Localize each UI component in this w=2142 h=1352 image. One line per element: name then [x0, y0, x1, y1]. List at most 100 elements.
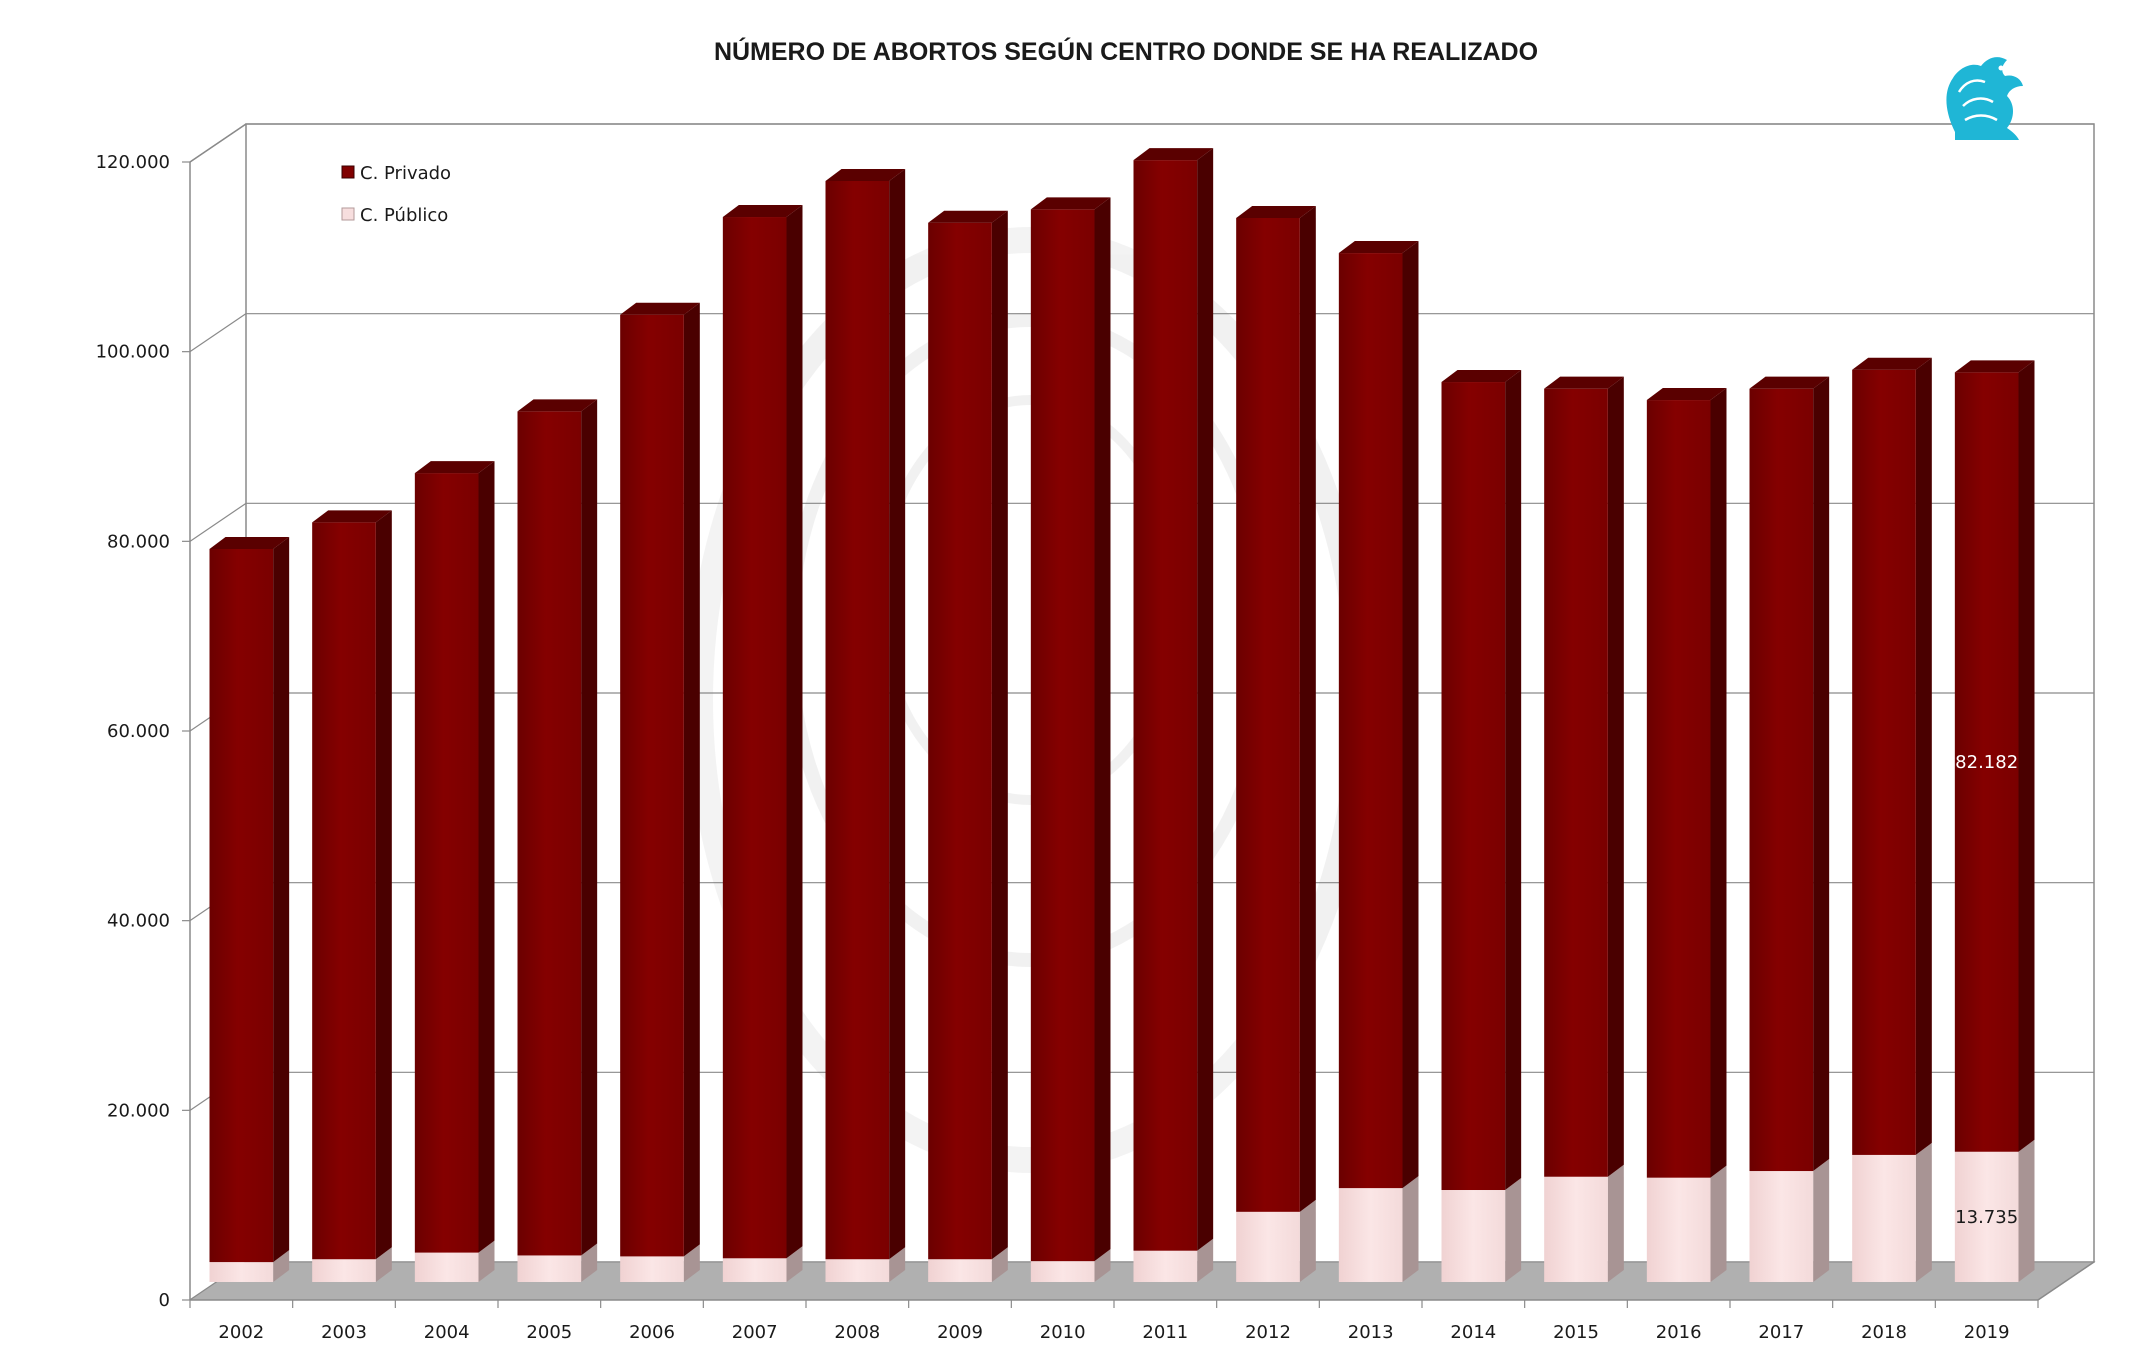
- bar-side-publico: [478, 1240, 495, 1282]
- bar-side-publico: [1813, 1159, 1830, 1282]
- bar-publico: [1236, 1211, 1300, 1282]
- x-tick-label: 2014: [1450, 1322, 1496, 1343]
- bar-side-publico: [1505, 1178, 1522, 1282]
- bar-side-publico: [1197, 1238, 1214, 1282]
- gridline-side: [189, 313, 247, 353]
- x-tick-label: 2017: [1758, 1322, 1804, 1343]
- bar-top-privado: [1646, 388, 1727, 401]
- bar-top-privado: [517, 399, 598, 412]
- bar-privado: [1544, 388, 1608, 1177]
- x-tick-label: 2013: [1348, 1322, 1394, 1343]
- bar-side-privado: [273, 536, 290, 1263]
- bar-side-publico: [581, 1243, 598, 1282]
- bar-side-privado: [889, 168, 906, 1260]
- bar-top-privado: [1236, 205, 1316, 218]
- bar-privado: [722, 217, 787, 1259]
- bar-publico: [1030, 1261, 1095, 1282]
- bar-side-publico: [375, 1247, 392, 1282]
- bar-publico: [1441, 1190, 1506, 1282]
- bar-side-privado: [1505, 370, 1522, 1191]
- bar-side-privado: [375, 510, 392, 1260]
- bar-publico: [1338, 1188, 1403, 1282]
- bar-privado: [1441, 382, 1506, 1191]
- chart-title: NÚMERO DE ABORTOS SEGÚN CENTRO DONDE SE …: [714, 36, 1538, 66]
- bar-side-privado: [2018, 360, 2035, 1152]
- bar-privado: [1646, 400, 1711, 1178]
- bar-top-privado: [1441, 370, 1522, 383]
- bar-publico: [312, 1259, 376, 1282]
- bar-publico: [620, 1256, 684, 1282]
- data-label-publico: 13.735: [1955, 1207, 2018, 1228]
- bar-side-publico: [991, 1247, 1008, 1282]
- bar-privado: [1133, 160, 1198, 1251]
- y-tick-label: 120.000: [96, 152, 170, 173]
- bar-publico: [414, 1252, 479, 1282]
- bar-top-privado: [209, 536, 290, 549]
- y-axis-ticks: 0 20.000 40.000 60.000 80.000 100.000 120.000: [96, 152, 190, 1311]
- y-tick-label: 40.000: [107, 911, 170, 932]
- bar-publico: [928, 1259, 992, 1282]
- bar-side-publico: [786, 1246, 803, 1282]
- x-tick-label: 2016: [1656, 1322, 1702, 1343]
- bar-publico: [1954, 1151, 2019, 1282]
- x-tick-label: 2008: [834, 1322, 880, 1343]
- floor-right-edge: [2037, 1261, 2095, 1301]
- gridline-side: [189, 123, 247, 163]
- bar-top-privado: [1852, 357, 1932, 370]
- bar-side-privado: [1813, 376, 1830, 1172]
- bar-publico: [722, 1258, 787, 1282]
- bar-publico: [517, 1255, 582, 1282]
- bar-publico: [1646, 1177, 1711, 1282]
- legend: C. Privado C. Público: [341, 163, 451, 226]
- bar-side-privado: [1607, 376, 1624, 1177]
- x-tick-label: 2018: [1861, 1322, 1907, 1343]
- bar-privado: [312, 522, 376, 1260]
- x-tick-label: 2006: [629, 1322, 675, 1343]
- bar-privado: [517, 411, 582, 1256]
- bar-top-privado: [620, 302, 700, 315]
- x-tick-label: 2003: [321, 1322, 367, 1343]
- bar-side-publico: [273, 1250, 290, 1282]
- bar-top-privado: [1133, 148, 1214, 161]
- x-tick-label: 2009: [937, 1322, 983, 1343]
- bar-side-privado: [1915, 357, 1932, 1155]
- y-tick-label: 60.000: [107, 721, 170, 742]
- y-tick-label: 20.000: [107, 1100, 170, 1121]
- bar-privado: [209, 548, 274, 1263]
- data-label-privado: 82.182: [1955, 752, 2018, 773]
- bar-privado: [1338, 253, 1403, 1189]
- bar-side-publico: [1607, 1164, 1624, 1282]
- bar-side-privado: [991, 210, 1008, 1260]
- bar-privado: [414, 473, 479, 1253]
- legend-item-privado: C. Privado: [341, 163, 451, 184]
- griffin-logo: [1946, 57, 2023, 140]
- bar-privado: [1030, 209, 1095, 1262]
- bar-side-privado: [786, 205, 803, 1259]
- bar-side-publico: [1094, 1249, 1111, 1282]
- bar-top-privado: [1954, 360, 2035, 373]
- x-axis-ticks: 2002 2003 2004 2005 2006 2007 2008 2009 2010 2011…: [189, 1300, 2039, 1343]
- x-tick-label: 2007: [732, 1322, 778, 1343]
- bar-top-privado: [928, 210, 1008, 223]
- bar-side-publico: [2018, 1139, 2035, 1282]
- gridline-side: [189, 502, 247, 542]
- bar-top-privado: [825, 168, 906, 181]
- x-tick-label: 2015: [1553, 1322, 1599, 1343]
- bar-side-privado: [1299, 205, 1316, 1212]
- x-tick-label: 2019: [1964, 1322, 2010, 1343]
- bar-side-publico: [1710, 1165, 1727, 1282]
- bar-side-publico: [1915, 1142, 1932, 1282]
- bar-privado: [1749, 388, 1814, 1172]
- bars: 82.182 13.735: [209, 148, 2035, 1282]
- legend-item-publico: C. Público: [341, 205, 448, 226]
- legend-label-privado: C. Privado: [360, 163, 451, 184]
- bar-top-privado: [722, 205, 803, 218]
- bar-publico: [1749, 1171, 1814, 1282]
- x-tick-label: 2005: [526, 1322, 572, 1343]
- x-tick-label: 2011: [1142, 1322, 1188, 1343]
- bar-side-privado: [1402, 241, 1419, 1189]
- bar-publico: [825, 1259, 890, 1282]
- legend-swatch-privado: [341, 165, 355, 179]
- y-tick-label: 80.000: [107, 531, 170, 552]
